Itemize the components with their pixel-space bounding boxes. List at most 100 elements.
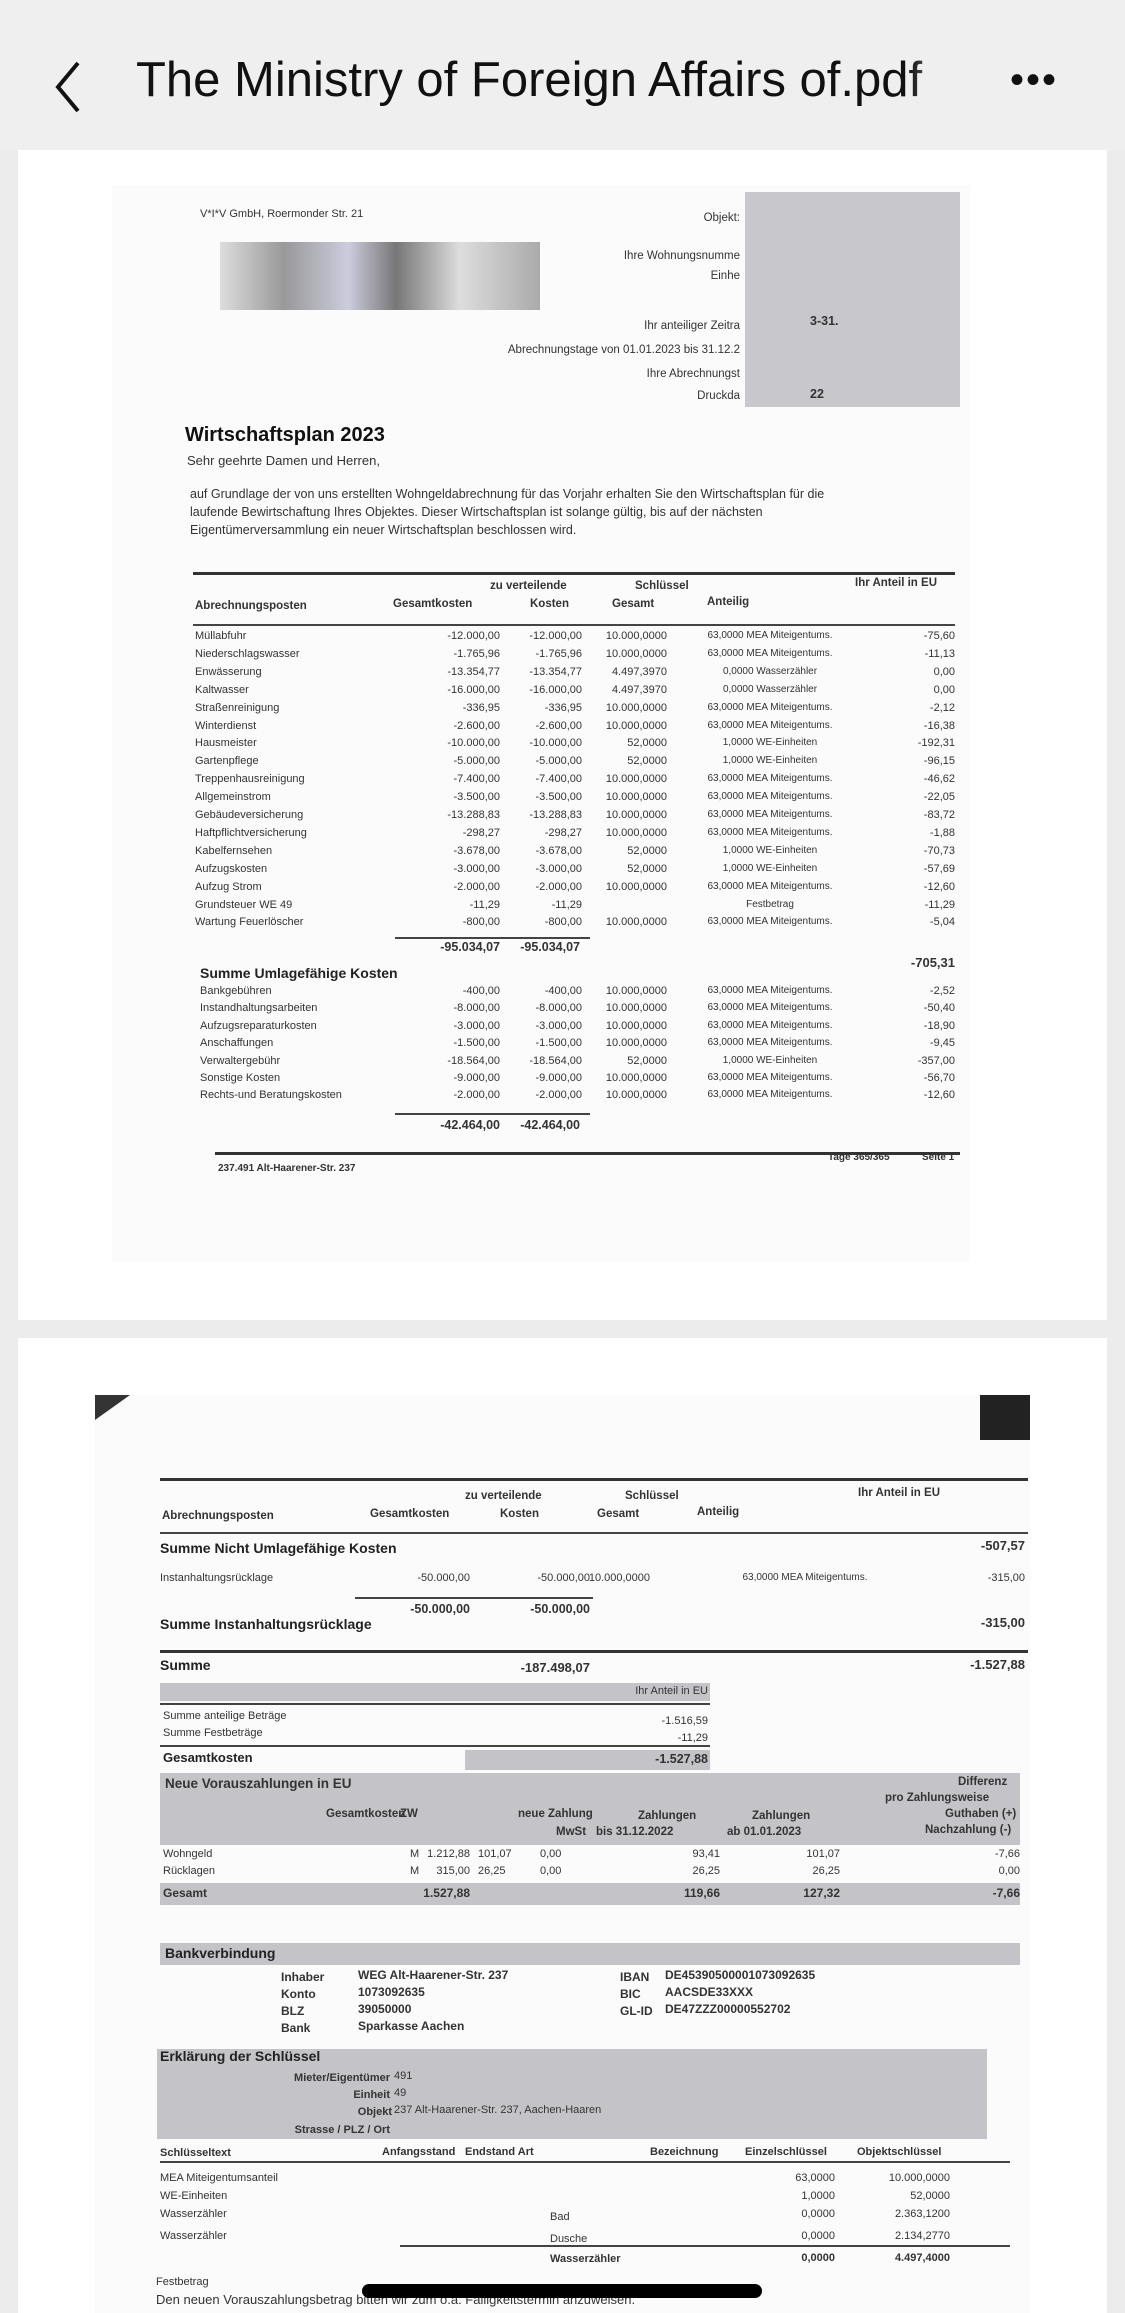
key-objekt: 10.000,0000 [888,2172,950,2184]
voraus-cell: 0,00 [540,1865,562,1877]
row-label: Allgemeinstrom [195,791,271,804]
voraus-cell: M [410,1865,420,1877]
key-objekt: 52,0000 [910,2190,950,2202]
row-ihr-anteil: -50,40 [923,1002,955,1015]
row-schluessel-gesamt: 10.000,0000 [605,985,667,997]
section-label: Summe Nicht Umlagefähige Kosten [160,1540,397,1556]
key-total-objekt: 4.497,4000 [894,2252,950,2264]
header-gesamtkosten: Gesamtkosten [393,598,473,610]
row-ihr-anteil: 0,00 [933,683,955,696]
divider [160,1650,1028,1653]
row-kosten: -11,29 [551,898,582,911]
header-gesamt: Gesamt [612,598,655,610]
row-kosten: -12.000,00 [529,630,582,642]
voraus-header-diff4: Nachzahlung (-) [925,1824,1012,1836]
share-label: Summe Festbeträge [163,1727,263,1739]
header-posten: Abrechnungsposten [162,1510,274,1522]
row-label: Winterdienst [195,719,257,732]
row-gesamtkosten: -3.000,00 [453,1019,500,1032]
row-ihr-anteil: -70,73 [923,844,955,857]
bank-value: DE47ZZZ00000552702 [665,2002,791,2016]
voraus-cell: 315,00 [436,1865,470,1877]
row-label: Gartenpflege [195,755,259,768]
row-gesamtkosten: -11,29 [469,898,500,911]
bank-value: 39050000 [358,2002,412,2016]
voraus-cell: 101,07 [478,1848,512,1860]
divider [160,1532,1028,1534]
page-title: Wirtschaftsplan 2023 [185,424,385,446]
row-schluessel-gesamt: 10.000,0000 [605,630,667,642]
row-ihr-anteil: -96,15 [923,755,955,768]
row-label: Müllabfuhr [195,630,247,642]
key-text: MEA Miteigentumsanteil [160,2172,278,2184]
voraus-total-cell: 127,32 [803,1886,840,1900]
voraus-cell: Rücklagen [163,1865,215,1877]
bank-band [160,1943,1020,1965]
divider [215,1152,960,1155]
total-gesamtkosten: -42.464,00 [440,1118,500,1132]
ellipsis-icon: ••• [1010,58,1059,102]
row-gesamtkosten: -2.600,00 [453,719,500,732]
bank-value: 1073092635 [358,1985,425,1999]
section-label: Summe Umlagefähige Kosten [200,965,398,981]
row-anteilig: 63,0000 MEA Miteigentums. [707,1072,833,1083]
key-info-value: 491 [394,2070,413,2082]
row-gesamtkosten: -336,95 [462,701,500,714]
header-posten: Abrechnungsposten [195,600,307,612]
voraus-header-bis1: Zahlungen [638,1810,697,1822]
key-info-label: Strasse / PLZ / Ort [294,2124,390,2136]
key-info-label: Objekt [357,2106,392,2118]
voraus-header-neue: neue Zahlung [518,1808,593,1820]
divider [395,1113,590,1115]
home-indicator[interactable] [362,2284,762,2298]
row-anteilig: 63,0000 MEA Miteigentums. [742,1572,868,1583]
row-schluessel-gesamt: 52,0000 [627,737,667,750]
more-options-button[interactable]: ••• [1010,58,1058,103]
header-kosten: Kosten [500,1508,539,1520]
row-kosten: -10.000,00 [529,737,582,750]
voraus-total-cell: Gesamt [163,1886,208,1900]
voraus-cell: -7,66 [994,1848,1020,1860]
gesamtkosten-label: Gesamtkosten [163,1750,253,1765]
info-label: Einhe [710,270,740,282]
row-anteilig: 63,0000 MEA Miteigentums. [707,916,833,928]
share-label: Summe anteilige Beträge [163,1710,287,1722]
row-label: Kabelfernsehen [195,844,273,857]
total-gesamtkosten: -95.034,07 [440,940,500,954]
row-schluessel-gesamt: 52,0000 [627,844,667,857]
row-label: Aufzugskosten [195,862,268,875]
key-info-value: 49 [394,2087,407,2099]
row-kosten: -3.000,00 [535,1019,582,1032]
row-gesamtkosten: -1.765,96 [453,647,500,660]
info-label: Ihre Abrechnungst [646,368,740,380]
key-text: Wasserzähler [160,2230,227,2242]
vorauszahlungen-band [160,1773,1020,1845]
row-kosten: -13.354,77 [529,665,582,678]
row-label: Gebäudeversicherung [195,809,304,821]
row-gesamtkosten: -50.000,00 [417,1572,470,1584]
row-label: Aufzugsreparaturkosten [200,1019,317,1032]
header-schluessel: Schlüssel [625,1490,679,1502]
row-gesamtkosten: -3.500,00 [453,791,500,804]
row-label: Niederschlagswasser [195,647,300,660]
row-gesamtkosten: -9.000,00 [453,1072,500,1084]
row-schluessel-gesamt: 10.000,0000 [605,826,667,839]
voraus-cell: M [410,1848,420,1860]
bank-label: Bank [281,2021,311,2035]
row-label: Enwässerung [195,665,262,678]
row-schluessel-gesamt: 10.000,0000 [605,1019,667,1032]
voraus-total-cell: -7,66 [992,1886,1020,1900]
info-label: Objekt: [703,212,740,224]
header-zu-verteilende: zu verteilende [490,580,567,592]
row-gesamtkosten: -2.000,00 [453,1089,500,1102]
voraus-header-diff1: Differenz [958,1776,1008,1788]
voraus-cell: 26,25 [692,1865,720,1877]
voraus-header-diff3: Guthaben (+) [945,1808,1017,1820]
row-schluessel-gesamt: 10.000,0000 [588,1572,650,1584]
row-schluessel-gesamt: 10.000,0000 [605,809,667,821]
redacted-address [220,242,540,310]
back-button[interactable] [48,55,88,115]
row-kosten: -2.000,00 [535,1089,582,1102]
header-ihr-anteil: Ihr Anteil in EU [858,1487,940,1499]
voraus-header-ab1: Zahlungen [752,1810,811,1822]
